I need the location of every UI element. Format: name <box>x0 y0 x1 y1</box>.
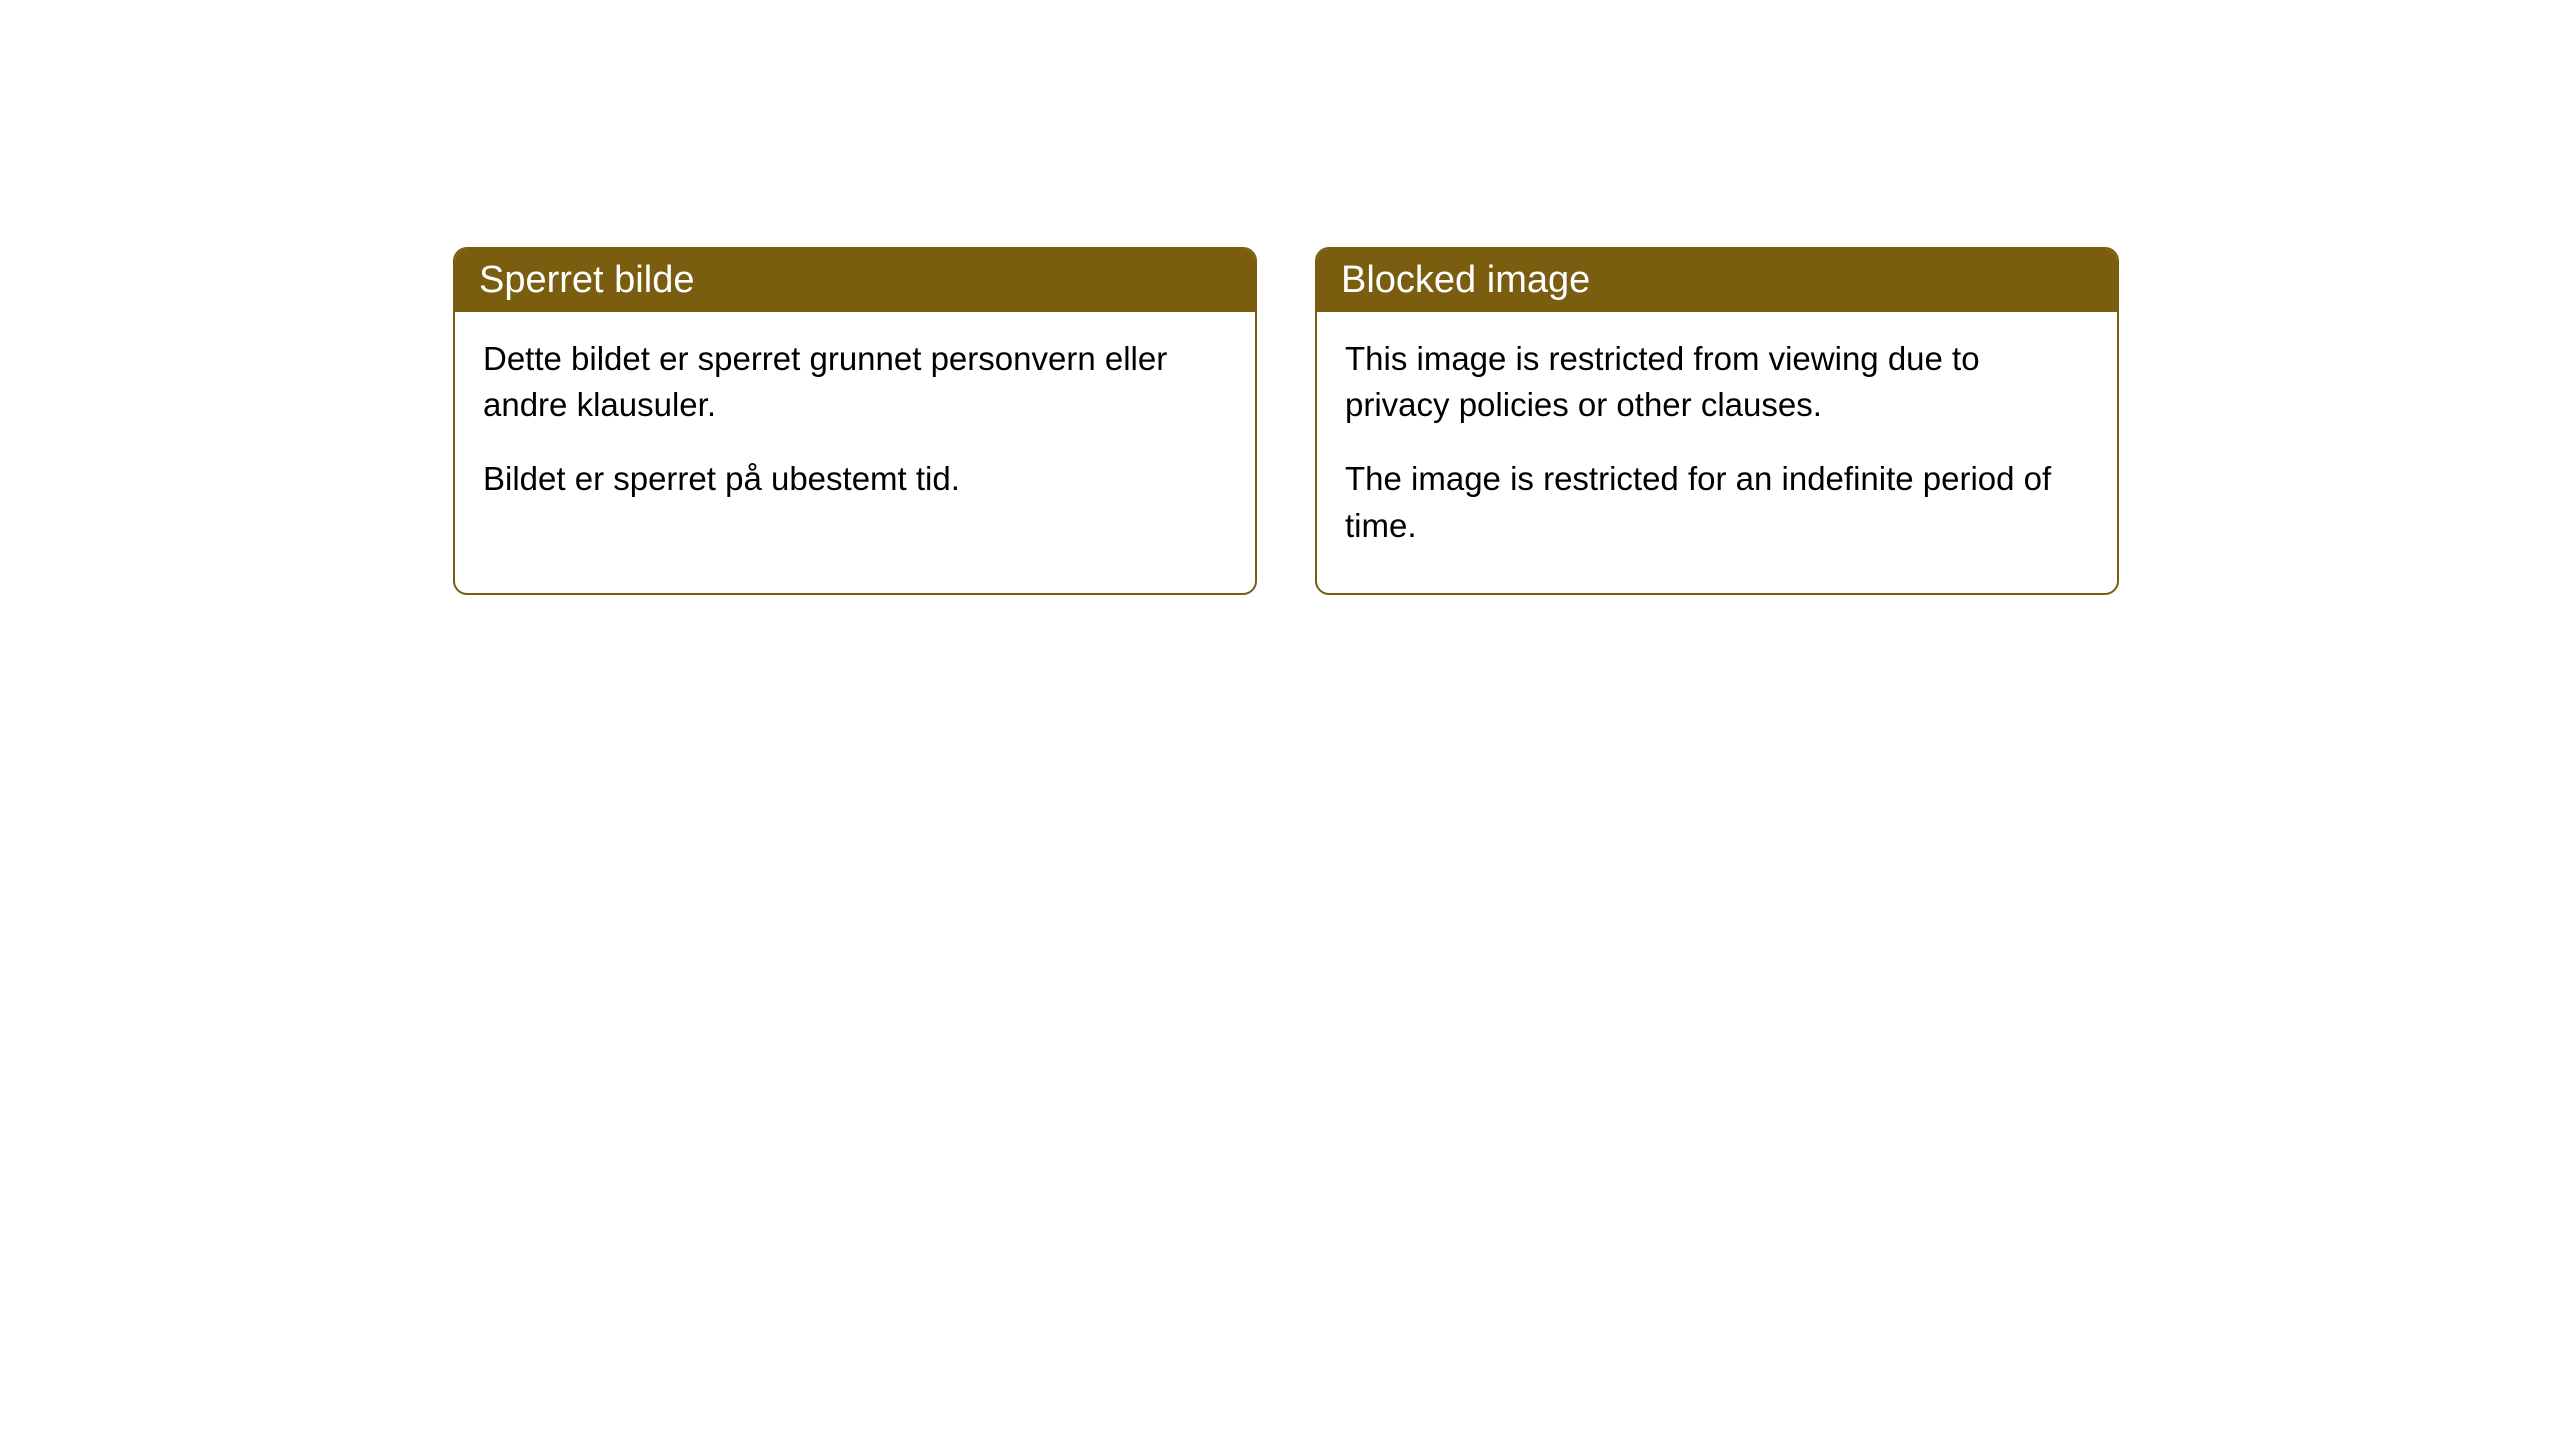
card-norwegian: Sperret bilde Dette bildet er sperret gr… <box>453 247 1257 595</box>
card-paragraph-2: Bildet er sperret på ubestemt tid. <box>483 456 1227 502</box>
card-english: Blocked image This image is restricted f… <box>1315 247 2119 595</box>
cards-container: Sperret bilde Dette bildet er sperret gr… <box>453 247 2119 595</box>
card-body-norwegian: Dette bildet er sperret grunnet personve… <box>455 312 1255 547</box>
card-header-english: Blocked image <box>1317 249 2117 312</box>
card-header-norwegian: Sperret bilde <box>455 249 1255 312</box>
card-paragraph-1: Dette bildet er sperret grunnet personve… <box>483 336 1227 428</box>
card-paragraph-1: This image is restricted from viewing du… <box>1345 336 2089 428</box>
card-paragraph-2: The image is restricted for an indefinit… <box>1345 456 2089 548</box>
card-body-english: This image is restricted from viewing du… <box>1317 312 2117 593</box>
